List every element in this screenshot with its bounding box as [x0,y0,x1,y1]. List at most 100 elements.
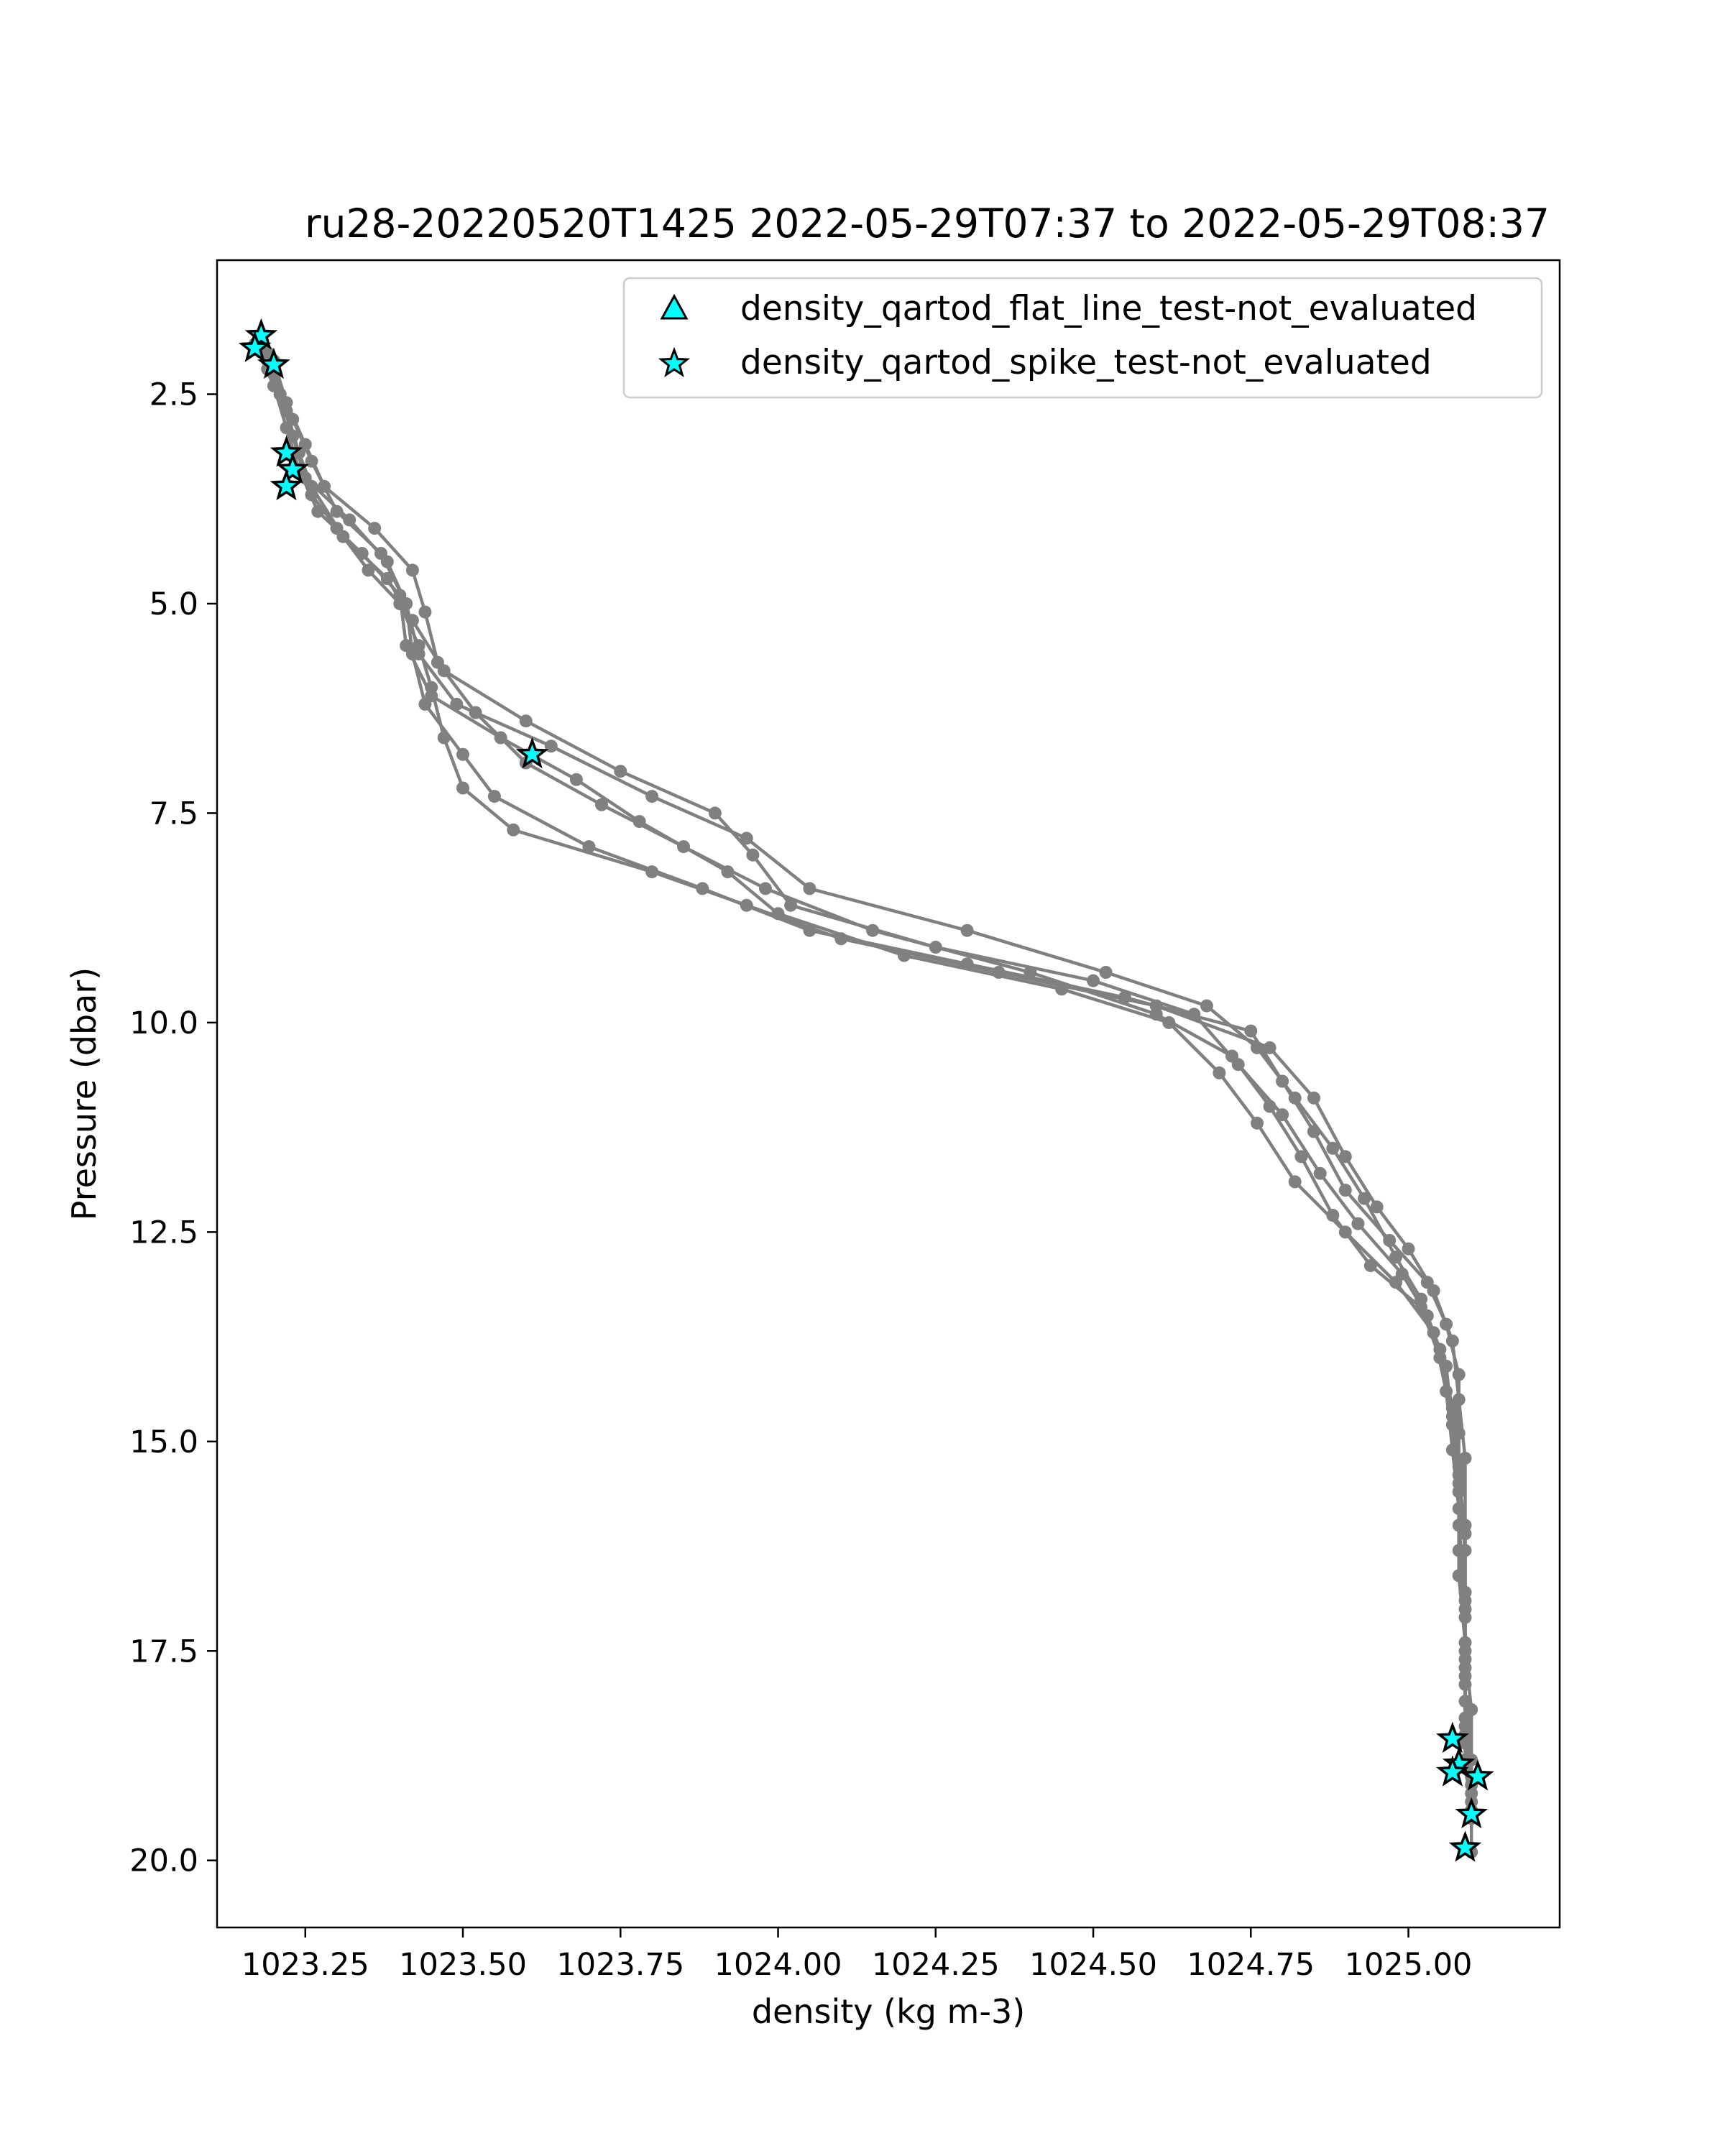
data-point [582,840,596,854]
spike-test-star-marker [1436,1721,1469,1754]
data-point [456,747,469,761]
spike-test-star-marker [1436,1755,1469,1787]
data-point [1433,1342,1447,1356]
data-point [456,781,469,795]
spike-test-star-marker [244,318,278,350]
data-point [897,949,911,962]
spike-test-star-marker [238,331,272,362]
profile-lines [248,328,1478,1859]
data-point [1338,1150,1352,1164]
y-tick-label: 10.0 [129,1005,198,1041]
data-point [1452,1519,1466,1532]
data-point [437,664,451,678]
data-point [929,941,942,954]
data-point [400,639,413,653]
x-tick-label: 1023.50 [399,1947,527,1983]
data-point [1420,1276,1434,1289]
data-point [374,547,387,560]
data-point [1162,1015,1176,1029]
chart-title: ru28-20220520T1425 2022-05-29T07:37 to 2… [305,201,1550,247]
spike-test-star-marker [257,347,290,379]
data-point [286,429,300,443]
x-axis-ticks: 1023.25 1023.50 1023.75 1024.00 1024.25 1024.… [242,1927,1473,1983]
x-tick-label: 1024.50 [1029,1947,1157,1983]
data-point [400,597,413,610]
data-point [1351,1217,1365,1230]
data-point [632,815,646,829]
data-point [569,773,583,786]
data-point [1055,982,1069,996]
spike-test-star-marker [1455,1797,1489,1829]
y-tick-label: 7.5 [150,796,198,831]
data-point [708,806,722,820]
data-point [1288,1175,1302,1189]
y-axis-label: Pressure (dbar) [65,967,104,1220]
data-point [746,848,760,862]
spike-test-star-marker [1461,1759,1494,1791]
data-point [1231,1058,1245,1072]
data-point [1118,990,1131,1004]
data-point [311,505,325,518]
data-point [343,513,356,527]
profile-6 [261,362,1478,1784]
spike-test-star-marker [270,469,303,501]
legend-frame [622,277,1543,399]
plot-area [217,260,1560,1927]
data-point [1338,1225,1352,1239]
x-tick-label: 1024.25 [872,1947,1000,1983]
star-marker-icon [658,346,691,377]
data-point [494,731,507,745]
data-point [1452,1544,1466,1557]
data-point [286,413,300,426]
data-point [1251,1116,1264,1130]
data-point [1440,1317,1453,1331]
y-tick-label: 17.5 [129,1634,198,1669]
y-tick-label: 5.0 [150,586,198,622]
data-point [1187,1008,1201,1021]
spike-test-star-marker [270,436,303,467]
x-tick-label: 1024.00 [714,1947,842,1983]
data-point [405,563,419,577]
data-point [1099,966,1113,979]
x-tick-label: 1024.75 [1187,1947,1315,1983]
data-point [1389,1250,1402,1264]
data-point [1370,1200,1384,1214]
data-point [759,882,772,895]
triangle-marker-icon [660,293,689,320]
y-axis-ticks: 2.5 5.0 7.5 10.0 12.5 15.0 17.5 20.0 [129,377,217,1879]
legend: density_qartod_flat_line_test-not_evalua… [622,277,1543,399]
data-point [803,882,816,895]
data-point [412,647,426,660]
qartod-markers [238,318,1494,1862]
x-tick-label: 1023.75 [556,1947,684,1983]
data-point [721,865,735,879]
data-point [1338,1184,1352,1197]
data-point [330,505,344,518]
data-point [1458,1711,1472,1725]
data-point [1244,1024,1258,1038]
data-point [1452,1460,1466,1473]
y-tick-label: 15.0 [129,1424,198,1460]
data-point [1313,1166,1327,1180]
data-point [1445,1401,1459,1415]
data-point [1288,1091,1302,1105]
plot-frame [216,259,1561,1929]
x-tick-label: 1023.25 [242,1947,369,1983]
data-point [740,831,753,845]
data-point [418,605,432,619]
data-point [1213,1066,1226,1079]
data-point [784,898,798,912]
y-tick-label: 2.5 [150,377,198,413]
data-point [1263,1041,1276,1054]
data-point [1087,974,1100,987]
data-point [1402,1242,1415,1256]
y-tick-label: 20.0 [129,1843,198,1879]
x-tick-label: 1025.00 [1345,1947,1473,1983]
data-point [368,522,382,535]
data-point [519,714,533,728]
data-point [1358,1192,1371,1205]
data-point [1294,1150,1308,1164]
spike-test-star-marker [515,737,549,769]
data-point [595,798,608,811]
